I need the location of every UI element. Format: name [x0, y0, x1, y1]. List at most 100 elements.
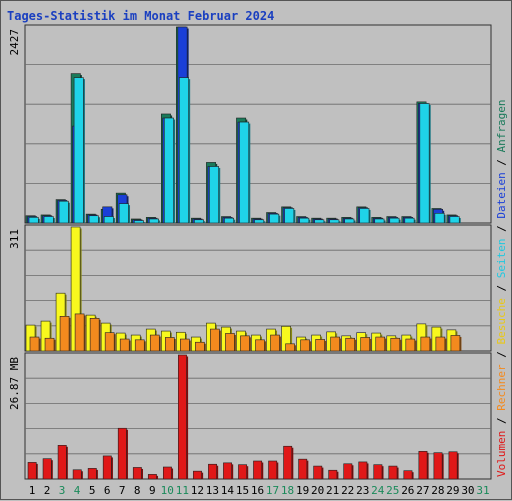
- bar-volumen-day-24: [373, 464, 383, 480]
- bar-rechner-day-8: [134, 339, 145, 352]
- bar-seiten-day-28: [434, 213, 445, 224]
- bar-seiten-day-15: [239, 121, 250, 224]
- bar-rechner-day-6: [104, 332, 115, 352]
- bar-volumen-day-1: [27, 462, 37, 480]
- bar-rechner-day-29: [450, 335, 461, 352]
- bar-volumen-day-18: [283, 445, 293, 480]
- x-tick-label-day-8: 8: [134, 484, 141, 497]
- bar-seiten-day-3: [58, 200, 69, 224]
- legend-item: /: [495, 278, 508, 298]
- bar-rechner-day-13: [210, 328, 220, 352]
- bar-rechner-day-4: [74, 313, 85, 352]
- bar-rechner-day-19: [300, 339, 310, 352]
- bar-seiten-day-8: [133, 220, 144, 224]
- bar-volumen-day-13: [208, 463, 217, 480]
- chart-title: Tages-Statistik im Monat Februar 2024: [7, 9, 275, 23]
- bar-rechner-day-22: [345, 337, 355, 352]
- bar-volumen-day-28: [433, 452, 443, 480]
- bar-volumen-day-5: [87, 468, 97, 480]
- bar-volumen-day-21: [328, 469, 338, 480]
- bar-seiten-day-14: [224, 217, 235, 224]
- bar-rechner-day-7: [119, 338, 130, 352]
- bar-rechner-day-28: [435, 336, 446, 352]
- bar-rechner-day-10: [164, 337, 175, 352]
- bar-seiten-day-4: [73, 77, 84, 224]
- series-legend: Volumen / Rechner / Besuche / Seiten / D…: [495, 99, 508, 477]
- bar-volumen-day-17: [268, 460, 278, 480]
- bar-seiten-day-16: [254, 219, 265, 224]
- x-tick-label-day-7: 7: [119, 484, 126, 497]
- bar-seiten-day-6: [103, 216, 114, 224]
- bar-volumen-day-9: [147, 474, 157, 480]
- bar-rechner-day-1: [29, 336, 40, 352]
- legend-item: Besuche: [495, 298, 508, 344]
- x-tick-label-day-24: 24: [371, 484, 385, 497]
- bar-rechner-day-2: [44, 337, 55, 352]
- x-tick-label-day-11: 11: [176, 484, 189, 497]
- x-tick-label-day-16: 16: [251, 484, 264, 497]
- x-tick-label-day-21: 21: [326, 484, 339, 497]
- bar-rechner-day-3: [59, 316, 70, 352]
- bar-seiten-day-29: [449, 216, 460, 224]
- bar-volumen-day-14: [223, 462, 232, 480]
- bar-rechner-day-25: [390, 337, 401, 352]
- bar-seiten-day-12: [194, 219, 204, 224]
- bar-volumen-day-25: [388, 465, 398, 480]
- x-tick-label-day-29: 29: [446, 484, 459, 497]
- bar-seiten-day-23: [359, 208, 370, 224]
- bar-volumen-day-20: [313, 465, 323, 480]
- bar-rechner-day-20: [315, 339, 325, 352]
- bar-rechner-day-21: [330, 336, 340, 352]
- legend-item: /: [495, 219, 508, 239]
- x-tick-label-day-30: 30: [461, 484, 474, 497]
- legend-item: Seiten: [495, 239, 508, 279]
- bar-volumen-day-16: [253, 460, 263, 480]
- x-tick-label-day-14: 14: [221, 484, 235, 497]
- bar-rechner-day-14: [225, 333, 235, 352]
- bar-seiten-day-19: [299, 217, 310, 224]
- bar-rechner-day-17: [270, 334, 280, 352]
- bar-volumen-day-4: [72, 469, 82, 480]
- x-tick-label-day-10: 10: [161, 484, 174, 497]
- bar-volumen-day-10: [162, 466, 172, 480]
- x-tick-label-day-23: 23: [356, 484, 369, 497]
- x-tick-label-day-28: 28: [431, 484, 444, 497]
- bar-seiten-day-22: [344, 218, 355, 224]
- bar-volumen-day-6: [102, 455, 112, 480]
- bar-seiten-day-9: [148, 218, 159, 224]
- bar-volumen-day-29: [448, 451, 458, 480]
- x-tick-label-day-26: 26: [401, 484, 414, 497]
- bar-volumen-day-15: [238, 464, 248, 480]
- bar-volumen-day-3: [57, 445, 67, 480]
- x-tick-label-day-2: 2: [44, 484, 51, 497]
- bar-rechner-day-11: [180, 338, 190, 352]
- x-tick-label-day-15: 15: [236, 484, 249, 497]
- legend-item: Rechner: [495, 364, 508, 411]
- bar-rechner-day-12: [195, 341, 205, 352]
- panel-bottom-frame: [24, 352, 492, 480]
- x-tick-label-day-1: 1: [29, 484, 36, 497]
- bar-seiten-day-24: [374, 218, 385, 224]
- bar-volumen-day-26: [403, 470, 413, 480]
- x-tick-label-day-12: 12: [191, 484, 204, 497]
- bar-volumen-day-12: [193, 470, 202, 480]
- x-tick-label-day-22: 22: [341, 484, 354, 497]
- bar-rechner-day-18: [285, 343, 295, 352]
- bar-seiten-day-7: [118, 203, 129, 224]
- x-tick-label-day-27: 27: [416, 484, 429, 497]
- bar-rechner-day-16: [255, 339, 265, 352]
- bar-seiten-day-20: [314, 219, 325, 224]
- bar-rechner-day-5: [89, 318, 100, 352]
- legend-item: Dateien: [495, 172, 508, 218]
- bar-seiten-day-5: [88, 215, 99, 224]
- bar-volumen-day-22: [343, 463, 353, 480]
- bar-seiten-day-25: [389, 217, 400, 224]
- bar-volumen-day-11: [178, 354, 187, 480]
- bar-seiten-day-18: [284, 208, 295, 224]
- bar-rechner-day-15: [240, 335, 250, 352]
- bar-volumen-day-2: [42, 458, 52, 480]
- bar-volumen-day-7: [117, 427, 127, 480]
- bar-seiten-day-11: [179, 77, 189, 224]
